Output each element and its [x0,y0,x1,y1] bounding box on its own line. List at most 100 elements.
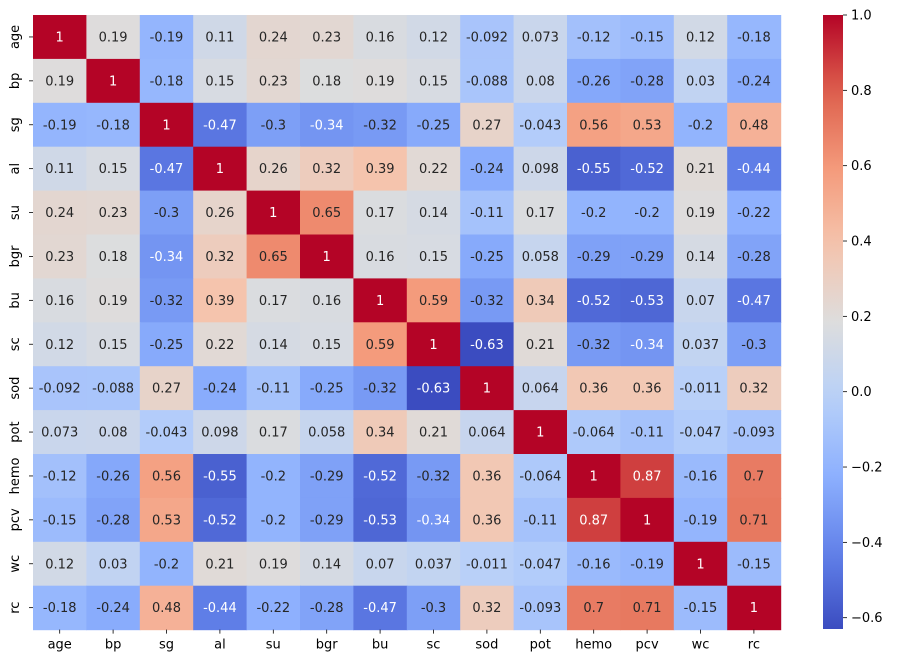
heatmap-cell-al-bu [353,146,408,192]
heatmap-cell-hemo-wc [673,454,728,499]
cell-value-label: -0.18 [737,30,771,45]
cell-value-label: -0.15 [737,557,771,572]
heatmap-cell-age-sc [406,15,461,60]
cell-value-label: -0.088 [466,74,508,89]
cell-value-label: -0.2 [154,557,179,572]
cell-value-label: -0.3 [421,601,446,616]
heatmap-cell-sod-rc [727,366,782,411]
heatmap-cell-rc-pcv [620,585,675,631]
cell-value-label: 1 [216,162,224,177]
cell-value-label: -0.28 [737,250,771,265]
cell-value-label: -0.34 [310,118,344,133]
cell-value-label: -0.18 [43,601,77,616]
heatmap-cell-age-pcv [620,15,675,60]
colorbar-tick-label: 0.8 [851,84,872,99]
heatmap-cell-hemo-bu [353,454,408,499]
heatmap-cell-su-sod [460,190,515,236]
heatmap-cell-age-bp [86,15,141,60]
cell-value-label: 1 [429,338,437,353]
cell-value-label: 0.098 [522,162,559,177]
colorbar-tick-label: 1.0 [851,9,872,24]
heatmap-cell-bgr-pot [513,234,568,279]
cell-value-label: 0.064 [468,426,505,441]
heatmap-cell-su-sg [139,190,194,236]
heatmap-cell-sod-pcv [620,366,675,411]
heatmap-cell-bu-rc [727,278,782,323]
cell-value-label: 0.16 [312,294,341,309]
heatmap-cell-bu-bp [86,278,141,323]
heatmap-cell-bu-bu [353,278,408,323]
cell-value-label: -0.12 [43,469,77,484]
cell-value-label: -0.16 [577,557,611,572]
heatmap-cell-sg-bp [86,102,141,148]
heatmap-cell-sod-bgr [300,366,354,411]
heatmap-cell-sg-pcv [620,102,675,148]
cell-value-label: 1 [162,118,170,133]
x-tick-label-bgr: bgr [316,638,339,653]
heatmap-cell-bgr-bp [86,234,141,279]
cell-value-label: 0.03 [686,74,715,89]
heatmap-cell-sod-bu [353,366,408,411]
cell-value-label: 0.12 [45,557,74,572]
cell-value-label: 0.7 [744,469,765,484]
heatmap-cell-al-bp [86,146,141,192]
x-tick-label-al: al [214,638,226,653]
cell-value-label: 0.07 [366,557,395,572]
colorbar-gradient [823,15,843,629]
heatmap-cell-wc-pot [513,541,568,587]
cell-value-label: -0.011 [466,557,508,572]
cell-value-label: -0.28 [310,601,344,616]
cell-value-label: 0.15 [99,162,128,177]
heatmap-cell-pot-wc [673,410,728,455]
cell-value-label: 0.14 [419,206,448,221]
cell-value-label: 1 [56,30,64,45]
y-tick-label-sod: sod [8,377,23,400]
cell-value-label: 0.058 [308,426,345,441]
cell-value-label: 0.23 [259,74,288,89]
cell-value-label: -0.29 [310,469,344,484]
cell-value-label: 0.87 [579,513,608,528]
cell-value-label: -0.12 [577,30,611,45]
cell-value-label: -0.11 [470,206,504,221]
heatmap-cell-hemo-sc [406,454,461,499]
heatmap-cell-bu-hemo [567,278,621,323]
cell-value-label: -0.16 [684,469,718,484]
y-tick-label-hemo: hemo [8,457,23,494]
heatmap-cell-sc-sc [406,322,461,367]
cell-value-label: 0.064 [522,382,559,397]
heatmap-cell-bp-sg [139,58,194,104]
heatmap-cell-bu-wc [673,278,728,323]
cell-value-label: 0.08 [99,426,128,441]
heatmap-cell-rc-bu [353,585,408,631]
heatmap-cell-sod-pot [513,366,568,411]
heatmap-cell-wc-bp [86,541,141,587]
colorbar-tick-label: −0.4 [851,536,883,551]
heatmap-cell-wc-sg [139,541,194,587]
heatmap-cell-sc-bu [353,322,408,367]
cell-value-label: -0.55 [577,162,611,177]
cell-value-label: -0.47 [203,118,237,133]
heatmap-cell-age-bgr [300,15,354,60]
y-tick-label-al: al [8,163,23,175]
cell-value-label: 0.14 [686,250,715,265]
heatmap-cell-sc-bgr [300,322,354,367]
x-axis: age bp sg al su bgr bu sc sod pot hemo pcv wc rc [48,629,760,653]
heatmap-cell-sc-wc [673,322,728,367]
cell-value-label: 0.18 [99,250,128,265]
heatmap-cells [33,15,782,631]
heatmap-cell-sg-hemo [567,102,621,148]
cell-value-label: -0.52 [630,162,664,177]
cell-value-label: 0.098 [201,426,238,441]
heatmap-cell-labels: 1 0.19 -0.19 0.11 0.24 0.23 0.16 0.12 -0.092 0.07… [39,30,775,616]
heatmap-cell-rc-sc [406,585,461,631]
cell-value-label: -0.11 [630,426,664,441]
cell-value-label: 0.71 [633,601,662,616]
cell-value-label: 0.34 [366,426,395,441]
heatmap-cell-sg-age [33,102,87,148]
cell-value-label: 0.18 [312,74,341,89]
heatmap-cell-wc-bu [353,541,408,587]
cell-value-label: 0.16 [45,294,74,309]
cell-value-label: 0.34 [526,294,555,309]
cell-value-label: 0.65 [312,206,341,221]
heatmap-cell-sod-sg [139,366,194,411]
